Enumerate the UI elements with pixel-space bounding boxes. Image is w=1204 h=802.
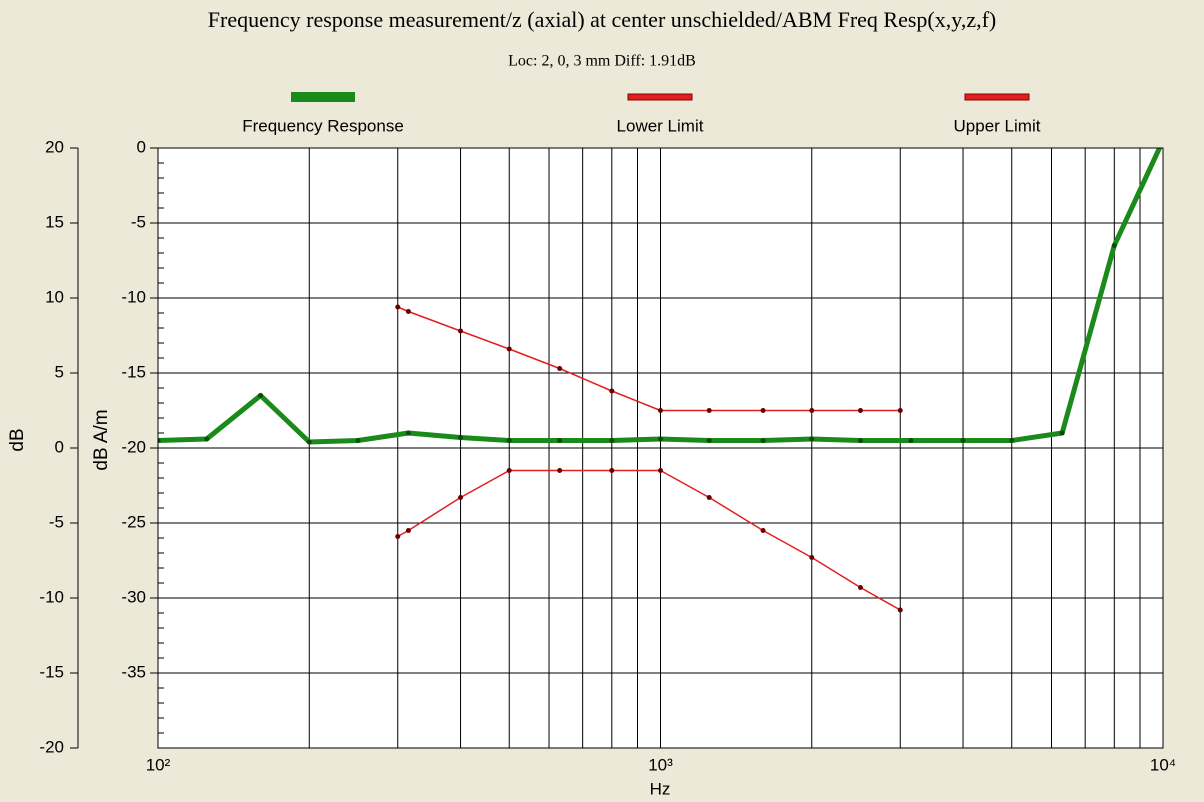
point-marker — [458, 435, 464, 440]
point-marker — [760, 408, 766, 413]
legend-swatch — [627, 93, 693, 101]
y-tick-label: -5 — [131, 212, 146, 231]
point-marker — [405, 528, 411, 533]
point-marker — [395, 534, 401, 539]
point-marker — [506, 346, 512, 352]
point-marker — [506, 468, 512, 473]
point-marker — [306, 439, 312, 445]
point-marker — [557, 468, 563, 473]
point-marker — [204, 436, 210, 442]
point-marker — [658, 436, 663, 442]
y2-tick-label: 10 — [45, 287, 64, 306]
legend-label: Frequency Response — [242, 116, 404, 135]
series-line — [397, 306, 901, 412]
point-marker — [760, 438, 766, 443]
point-marker — [557, 438, 563, 443]
point-marker — [609, 388, 615, 394]
y-tick-label: 0 — [137, 137, 146, 156]
point-marker — [706, 495, 712, 500]
point-marker — [960, 438, 966, 443]
point-marker — [355, 438, 361, 443]
point-marker — [857, 438, 863, 443]
legend-label: Lower Limit — [617, 116, 704, 135]
point-marker — [897, 408, 903, 413]
y-tick-label: -35 — [121, 662, 146, 681]
y2-tick-label: -5 — [49, 512, 64, 531]
y-axis-label: dB A/m — [91, 409, 112, 470]
x-tick-label: 10² — [146, 755, 171, 774]
x-axis-label: Hz — [650, 779, 671, 798]
point-marker — [395, 304, 401, 310]
x-tick-label: 10³ — [648, 755, 673, 774]
legend-swatch — [964, 93, 1030, 101]
point-marker — [158, 438, 161, 443]
chart-title: Frequency response measurement/z (axial)… — [208, 7, 996, 32]
point-marker — [258, 393, 264, 398]
point-marker — [609, 438, 615, 443]
point-marker — [760, 528, 766, 533]
point-marker — [458, 328, 464, 334]
series-line — [397, 469, 901, 611]
y2-axis-label: dB — [7, 428, 28, 451]
y2-tick-label: 5 — [55, 362, 64, 381]
y2-tick-label: -20 — [39, 737, 64, 756]
y-tick-label: -20 — [121, 437, 146, 456]
y2-tick-label: -15 — [39, 662, 64, 681]
legend-label: Upper Limit — [954, 116, 1041, 135]
point-marker — [908, 438, 914, 443]
point-marker — [658, 408, 663, 413]
point-marker — [658, 468, 663, 473]
point-marker — [857, 408, 863, 413]
y2-tick-label: -10 — [39, 587, 64, 606]
point-marker — [506, 438, 512, 443]
point-marker — [1059, 430, 1065, 436]
point-marker — [809, 555, 815, 560]
y-tick-label: -30 — [121, 587, 146, 606]
point-marker — [809, 436, 815, 442]
y2-tick-label: 0 — [55, 437, 64, 456]
point-marker — [405, 430, 411, 436]
y2-tick-label: 20 — [45, 137, 64, 156]
point-marker — [706, 438, 712, 443]
point-marker — [609, 468, 615, 473]
point-marker — [897, 607, 903, 613]
point-marker — [1111, 243, 1117, 248]
point-marker — [857, 585, 863, 590]
x-tick-label: 10⁴ — [1150, 755, 1176, 774]
y-tick-label: -15 — [121, 362, 146, 381]
y-tick-label: -25 — [121, 512, 146, 531]
chart-subtitle: Loc: 2, 0, 3 mm Diff: 1.91dB — [508, 53, 696, 70]
point-marker — [458, 495, 464, 500]
y-tick-label: -10 — [121, 287, 146, 306]
point-marker — [809, 408, 815, 413]
point-marker — [706, 408, 712, 413]
point-marker — [557, 366, 563, 371]
point-marker — [1009, 438, 1015, 443]
point-marker — [405, 309, 411, 314]
legend-swatch — [291, 92, 355, 102]
y2-tick-label: 15 — [45, 212, 64, 231]
